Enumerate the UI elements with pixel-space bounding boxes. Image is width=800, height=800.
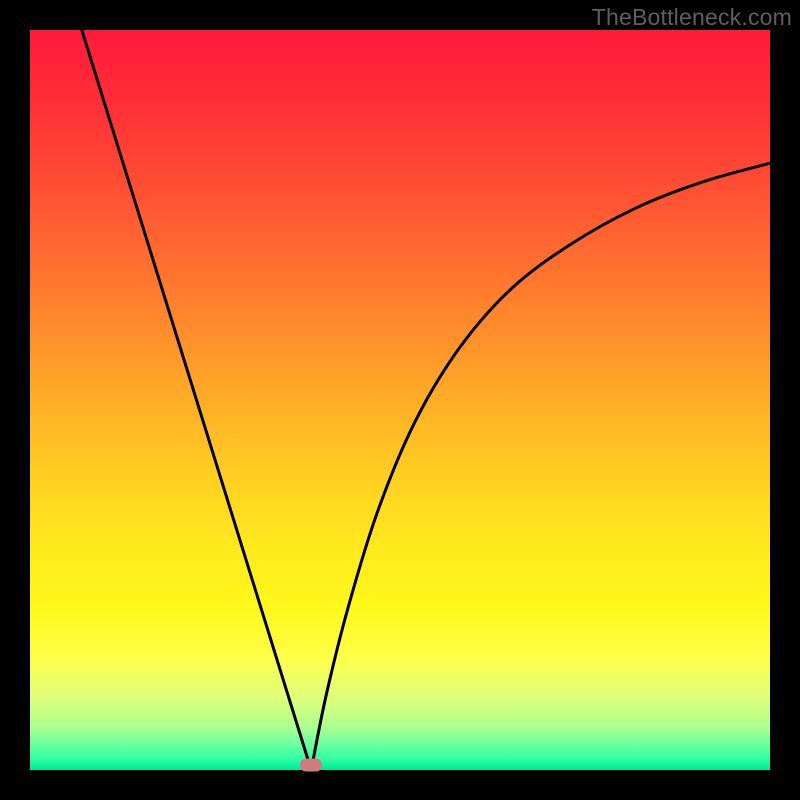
curve-layer <box>30 30 770 770</box>
plot-area <box>30 30 770 770</box>
minimum-marker <box>300 758 322 771</box>
chart-canvas: TheBottleneck.com <box>0 0 800 800</box>
watermark-text: TheBottleneck.com <box>592 4 792 31</box>
